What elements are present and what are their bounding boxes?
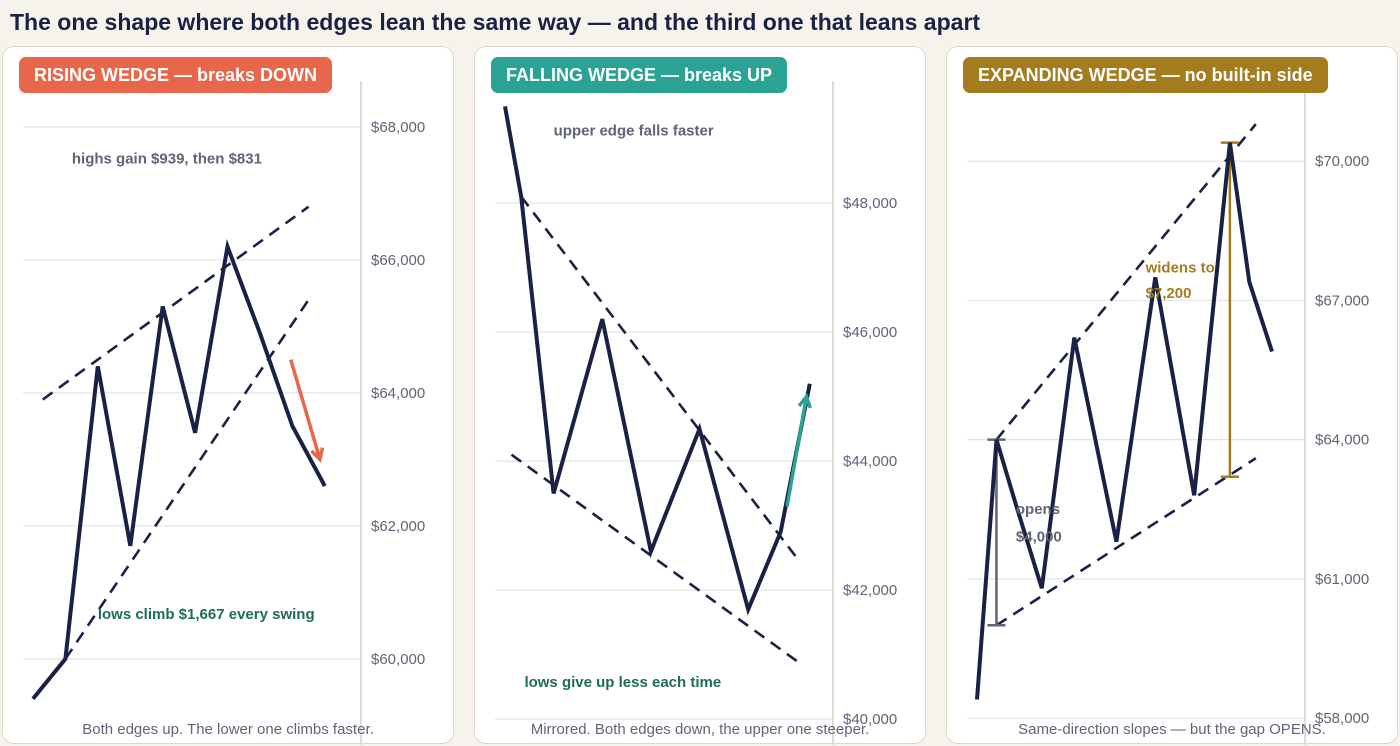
annotation-text: opens (1016, 501, 1060, 518)
y-tick-label: $40,000 (843, 711, 897, 728)
expanding-wedge-panel: $58,000 $61,000 $64,000 $67,000 $70,000 opens… (946, 46, 1398, 745)
rising-wedge-caption: Both edges up. The lower one climbs fast… (82, 721, 374, 738)
annotation-text: highs gain $939, then $831 (72, 150, 262, 167)
breakout-arrowhead (797, 393, 812, 409)
price-line (975, 142, 1274, 700)
y-tick-label: $68,000 (371, 119, 425, 136)
rising-wedge-chart: $60,000 $62,000 $64,000 $66,000 $68,000 highs… (23, 81, 425, 745)
y-tick-label: $70,000 (1315, 153, 1369, 170)
breakout-arrowhead (310, 447, 325, 463)
falling-wedge-chart: $40,000 $42,000 $44,000 $46,000 $48,000 upper… (495, 81, 897, 745)
y-tick-label: $61,000 (1315, 571, 1369, 588)
price-line (503, 106, 812, 616)
annotation-text: $7,200 (1146, 285, 1192, 302)
falling-wedge-caption: Mirrored. Both edges down, the upper one… (530, 721, 870, 738)
price-line (31, 239, 327, 701)
breakout-arrow (785, 396, 809, 507)
annotation-text: widens to (1145, 260, 1215, 277)
y-tick-label: $44,000 (843, 453, 897, 470)
rising-wedge-label: RISING WEDGE — breaks DOWN (19, 57, 333, 93)
page-title: The one shape where both edges lean the … (10, 9, 981, 35)
falling-wedge-label: FALLING WEDGE — breaks UP (491, 57, 788, 93)
expanding-wedge-label: EXPANDING WEDGE — no built-in side (963, 57, 1328, 93)
y-tick-label: $60,000 (371, 651, 425, 668)
y-tick-label: $64,000 (371, 385, 425, 402)
falling-wedge-panel: $40,000 $42,000 $44,000 $46,000 $48,000 upper… (474, 46, 926, 745)
y-tick-label: $62,000 (371, 518, 425, 535)
upper-trendline (995, 123, 1257, 441)
y-tick-label: $48,000 (843, 195, 897, 212)
expanding-wedge-caption: Same-direction slopes — but the gap OPEN… (1018, 721, 1326, 738)
rising-wedge-panel: $60,000 $62,000 $64,000 $66,000 $68,000 highs… (2, 46, 454, 745)
annotation-text: lows climb $1,667 every swing (98, 606, 315, 623)
y-tick-label: $46,000 (843, 324, 897, 341)
y-tick-label: $58,000 (1315, 710, 1369, 727)
y-tick-label: $64,000 (1315, 432, 1369, 449)
breakout-arrow (289, 359, 322, 460)
annotation-text: $4,000 (1016, 529, 1062, 546)
y-tick-label: $42,000 (843, 582, 897, 599)
annotation-text: lows give up less each time (524, 674, 721, 691)
y-tick-label: $67,000 (1315, 292, 1369, 309)
annotation-text: upper edge falls faster (554, 122, 714, 139)
upper-trendline (41, 205, 310, 401)
expanding-wedge-chart: $58,000 $61,000 $64,000 $67,000 $70,000 opens… (967, 81, 1369, 745)
upper-trendline (520, 195, 798, 559)
lower-trendline (995, 457, 1257, 627)
y-tick-label: $66,000 (371, 252, 425, 269)
